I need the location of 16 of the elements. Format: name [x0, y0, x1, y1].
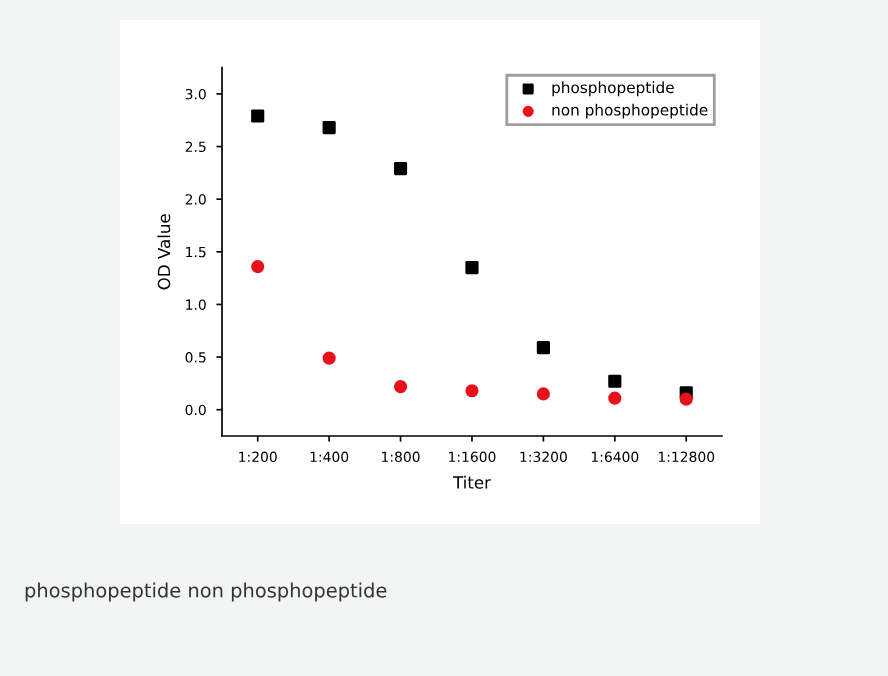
- point: [608, 391, 622, 405]
- x-axis-title: Titer: [452, 475, 491, 489]
- text: phosphopeptide non phosphopeptide: [25, 582, 387, 602]
- point: [536, 387, 550, 401]
- point: [465, 261, 479, 275]
- point: [322, 121, 336, 135]
- point: [393, 162, 408, 176]
- point: [393, 379, 408, 394]
- y-axis-title: OD Value: [157, 214, 171, 290]
- point: [679, 392, 693, 406]
- point: [608, 374, 622, 388]
- point: [465, 384, 479, 398]
- point: [536, 341, 550, 355]
- point: [251, 109, 265, 123]
- point: [251, 259, 265, 274]
- point: [322, 351, 336, 365]
